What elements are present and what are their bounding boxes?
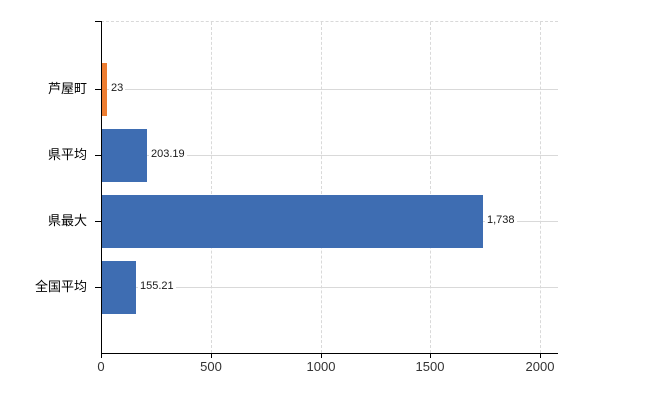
x-tick [101, 354, 102, 358]
x-tick [540, 354, 541, 358]
x-tick-label: 1500 [415, 359, 445, 374]
x-gridline [321, 22, 322, 353]
category-tick [95, 155, 101, 156]
x-tick-label: 0 [97, 359, 105, 374]
category-tick [95, 221, 101, 222]
plot-top-border [101, 21, 558, 22]
bar [102, 129, 147, 182]
x-axis-line [101, 353, 558, 354]
y-axis-end-tick [95, 21, 101, 22]
bar-value-label: 23 [109, 82, 126, 95]
row-gridline [102, 155, 558, 156]
category-tick [95, 89, 101, 90]
category-label: 県最大 [47, 213, 87, 228]
row-gridline [102, 89, 558, 90]
x-tick [211, 354, 212, 358]
bar-value-label: 155.21 [138, 280, 176, 293]
bar [102, 261, 136, 314]
row-gridline [102, 287, 558, 288]
x-tick [321, 354, 322, 358]
bar-value-label: 203.19 [149, 148, 187, 161]
x-tick [430, 354, 431, 358]
x-gridline [540, 22, 541, 353]
bar-value-label: 1,738 [485, 214, 517, 227]
x-gridline [430, 22, 431, 353]
bar [102, 195, 483, 248]
category-label: 芦屋町 [47, 81, 87, 96]
x-tick-label: 2000 [525, 359, 555, 374]
category-label: 県平均 [47, 147, 87, 162]
category-tick [95, 287, 101, 288]
x-tick-label: 500 [200, 359, 222, 374]
x-tick-label: 1000 [306, 359, 336, 374]
x-gridline [211, 22, 212, 353]
category-label: 全国平均 [34, 279, 87, 294]
y-axis-line [101, 21, 102, 354]
bar [102, 63, 107, 116]
